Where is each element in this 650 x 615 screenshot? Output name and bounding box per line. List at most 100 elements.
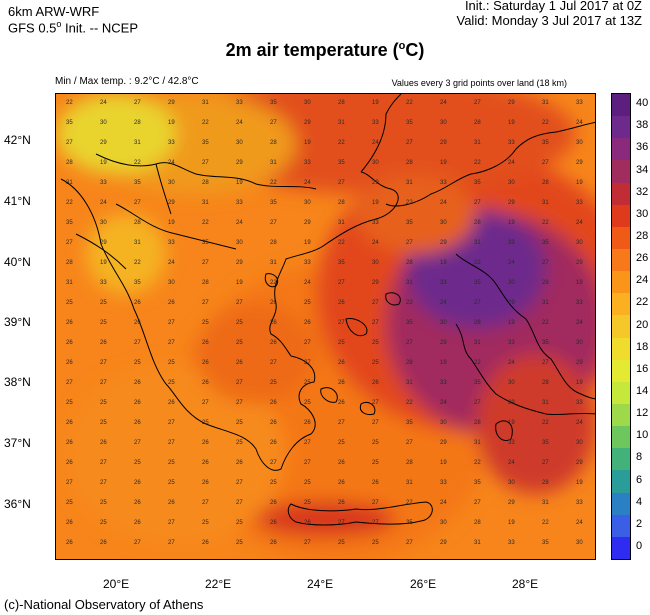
- grid-value: 31: [406, 480, 413, 486]
- colorbar-label: 14: [636, 384, 649, 397]
- grid-value: 31: [338, 120, 345, 126]
- grid-value: 24: [576, 120, 583, 126]
- grid-value: 19: [508, 320, 515, 326]
- grid-value: 22: [66, 200, 73, 206]
- grid-value: 33: [372, 120, 379, 126]
- grid-value: 30: [576, 140, 583, 146]
- grid-value: 25: [372, 460, 379, 466]
- grid-value: 27: [372, 520, 379, 526]
- grid-value: 27: [202, 400, 209, 406]
- colorbar-segment: [612, 271, 630, 294]
- grid-value: 22: [270, 280, 277, 286]
- valid-time: Valid: Monday 3 Jul 2017 at 13Z: [456, 13, 643, 28]
- grid-value: 19: [576, 180, 583, 186]
- grid-value: 35: [542, 540, 549, 546]
- colorbar-segment: [612, 448, 630, 471]
- grid-value: 25: [236, 520, 243, 526]
- grid-value: 28: [474, 320, 481, 326]
- grid-value: 31: [542, 200, 549, 206]
- grid-value: 28: [406, 260, 413, 266]
- grid-value: 26: [304, 520, 311, 526]
- grid-value: 26: [66, 360, 73, 366]
- lon-label-20: 20°E: [103, 577, 130, 591]
- grid-value: 24: [236, 120, 243, 126]
- grid-value: 33: [100, 280, 107, 286]
- value-grid: 22 24 27 29 31 33 35 30 28 19 22 24 27 29 31 33 35 30 28 19…: [66, 100, 583, 546]
- grid-value: 25: [134, 360, 141, 366]
- grid-value: 22: [474, 160, 481, 166]
- colorbar-label: 12: [636, 407, 649, 420]
- grid-value: 25: [168, 380, 175, 386]
- grid-value: 24: [508, 160, 515, 166]
- grid-value: 29: [576, 260, 583, 266]
- grid-value: 25: [100, 420, 107, 426]
- grid-value: 31: [542, 500, 549, 506]
- grid-value: 25: [202, 320, 209, 326]
- grid-value: 27: [304, 460, 311, 466]
- init-source-degree: o: [56, 19, 62, 29]
- grid-value: 33: [440, 180, 447, 186]
- colorbar-label: 6: [636, 473, 643, 486]
- temperature-map[interactable]: 22 24 27 29 31 33 35 30 28 19 22 24 27 29 31 33 35 30 28 19…: [55, 93, 596, 560]
- grid-value: 26: [202, 380, 209, 386]
- grid-value: 30: [372, 160, 379, 166]
- grid-value: 30: [440, 220, 447, 226]
- grid-value: 24: [508, 460, 515, 466]
- colorbar-segment: [612, 94, 630, 117]
- grid-value: 22: [406, 100, 413, 106]
- grid-value: 27: [270, 120, 277, 126]
- grid-value: 26: [134, 420, 141, 426]
- grid-value: 31: [406, 180, 413, 186]
- colorbar-segment: [612, 249, 630, 272]
- grid-value: 27: [474, 100, 481, 106]
- grid-value: 27: [474, 300, 481, 306]
- grid-value: 19: [372, 100, 379, 106]
- colorbar-label: 16: [636, 362, 649, 375]
- grid-value: 30: [236, 140, 243, 146]
- grid-value: 24: [372, 140, 379, 146]
- grid-value: 26: [304, 420, 311, 426]
- grid-value: 31: [66, 280, 73, 286]
- grid-value: 19: [168, 120, 175, 126]
- grid-value: 26: [100, 540, 107, 546]
- grid-value: 25: [372, 540, 379, 546]
- grid-value: 30: [440, 420, 447, 426]
- grid-value: 33: [576, 300, 583, 306]
- grid-value: 27: [100, 460, 107, 466]
- grid-value: 25: [236, 440, 243, 446]
- grid-value: 27: [202, 260, 209, 266]
- grid-value: 25: [304, 500, 311, 506]
- grid-value: 27: [304, 440, 311, 446]
- colorbar-segment: [612, 204, 630, 228]
- min-max-temp: Min / Max temp. : 9.2°C / 42.8°C: [55, 76, 199, 87]
- grid-value: 35: [474, 480, 481, 486]
- grid-value: 25: [372, 440, 379, 446]
- grid-value: 31: [406, 280, 413, 286]
- grid-value: 27: [474, 500, 481, 506]
- grid-value: 26: [134, 400, 141, 406]
- grid-value: 30: [236, 240, 243, 246]
- grid-value: 31: [474, 440, 481, 446]
- grid-value: 27: [100, 380, 107, 386]
- grid-value: 27: [338, 320, 345, 326]
- grid-value: 26: [202, 460, 209, 466]
- grid-value: 27: [236, 500, 243, 506]
- grid-value: 27: [270, 460, 277, 466]
- grid-value: 24: [440, 100, 447, 106]
- grid-value: 24: [576, 220, 583, 226]
- grid-value: 30: [508, 180, 515, 186]
- grid-value: 25: [202, 420, 209, 426]
- map-title-unit: C): [405, 40, 425, 60]
- grid-value: 27: [134, 340, 141, 346]
- grid-value: 25: [304, 380, 311, 386]
- colorbar-label: 32: [636, 185, 649, 198]
- grid-value: 29: [372, 180, 379, 186]
- grid-value: 27: [134, 200, 141, 206]
- grid-value: 19: [576, 480, 583, 486]
- grid-value: 35: [406, 520, 413, 526]
- grid-value: 31: [406, 380, 413, 386]
- grid-value: 25: [338, 440, 345, 446]
- grid-value: 25: [236, 540, 243, 546]
- grid-value: 31: [202, 200, 209, 206]
- grid-value: 26: [100, 340, 107, 346]
